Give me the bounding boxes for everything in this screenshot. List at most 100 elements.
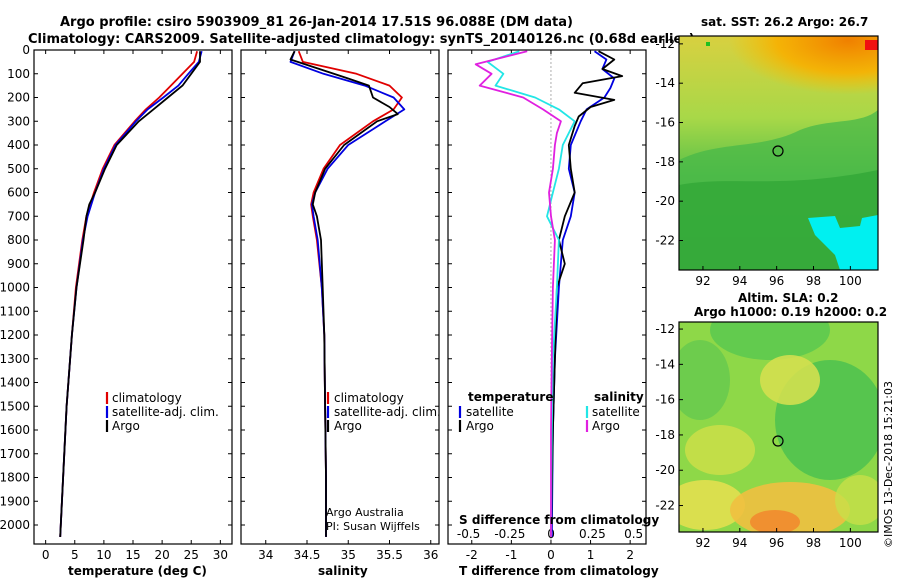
legend-salinity-heading: salinity xyxy=(594,390,644,404)
legend-satellite-adj: satellite-adj. clim. xyxy=(112,405,219,419)
series-line-climatology xyxy=(297,50,403,537)
depth-tick-label: 1000 xyxy=(0,281,30,295)
legend-argo: Argo xyxy=(334,419,362,433)
x-tick-label: 34 xyxy=(258,548,273,562)
difference-legend: temperature satellite Argo salinity sate… xyxy=(458,390,644,433)
depth-tick-label: 1700 xyxy=(0,447,30,461)
x-tick-label: 35.5 xyxy=(376,548,403,562)
tick-layer: 0100200300400500600700800900100011001200… xyxy=(0,43,646,562)
sla-yellow-blob xyxy=(760,355,820,405)
sst-map: sat. SST: 26.2 Argo: 26.7 92 94 96 98 100 -12… xyxy=(655,15,879,288)
depth-tick-label: 100 xyxy=(7,67,30,81)
map-x-tick-label: 98 xyxy=(806,536,821,550)
sla-map-field xyxy=(679,322,878,532)
depth-tick-label: 700 xyxy=(7,209,30,223)
sst-map-frame xyxy=(678,35,879,271)
depth-tick-label: 800 xyxy=(7,233,30,247)
depth-tick-label: 0 xyxy=(22,43,30,57)
depth-tick-label: 1800 xyxy=(0,471,30,485)
map-y-tick-label: -14 xyxy=(655,357,675,371)
map-x-tick-label: 100 xyxy=(839,274,862,288)
x-tick-label: 2 xyxy=(626,548,634,562)
map-y-tick-label: -12 xyxy=(655,322,675,336)
depth-tick-label: 1100 xyxy=(0,304,30,318)
depth-tick-label: 300 xyxy=(7,114,30,128)
sst-map-field xyxy=(679,36,878,270)
sst-map-title: sat. SST: 26.2 Argo: 26.7 xyxy=(701,15,868,29)
depth-tick-label: 400 xyxy=(7,138,30,152)
depth-tick-label: 1300 xyxy=(0,352,30,366)
map-x-tick-label: 98 xyxy=(806,274,821,288)
x-tick-label: 0 xyxy=(547,548,555,562)
x-tick-label: 35 xyxy=(341,548,356,562)
map-x-tick-label: 96 xyxy=(769,536,784,550)
map-y-tick-label: -16 xyxy=(655,393,675,407)
difference-xlabel: T difference from climatology xyxy=(459,564,659,578)
salinity-xlabel: salinity xyxy=(318,564,368,578)
sla-yellow-blob xyxy=(685,425,755,475)
depth-tick-label: 200 xyxy=(7,91,30,105)
map-y-tick-label: -12 xyxy=(655,37,675,51)
series-line-temperature-satellite xyxy=(550,50,616,537)
sla-map-title1: Altim. SLA: 0.2 xyxy=(738,291,839,305)
x-tick-label: 25 xyxy=(184,548,199,562)
x-tick-label: 10 xyxy=(96,548,111,562)
imos-timestamp: ©IMOS 13-Dec-2018 15:21:03 xyxy=(882,381,895,548)
sla-map-title2: Argo h1000: 0.19 h2000: 0.2 xyxy=(694,305,887,319)
salinity-legend: climatology satellite-adj. clim. Argo Ar… xyxy=(326,391,441,533)
sst-speck xyxy=(706,42,710,46)
series-line-salinity-argo xyxy=(474,50,562,537)
x-top-tick-label: -0.5 xyxy=(457,527,480,541)
depth-tick-label: 1900 xyxy=(0,494,30,508)
x-tick-label: 0 xyxy=(42,548,50,562)
depth-tick-label: 900 xyxy=(7,257,30,271)
x-tick-label: 20 xyxy=(154,548,169,562)
map-y-tick-label: -22 xyxy=(655,234,675,248)
difference-panel-frame xyxy=(447,49,647,545)
map-x-tick-label: 92 xyxy=(695,274,710,288)
map-y-tick-label: -20 xyxy=(655,194,675,208)
x-tick-label: 1 xyxy=(587,548,595,562)
temperature-xlabel: temperature (deg C) xyxy=(68,564,207,578)
sla-float-marker xyxy=(772,435,784,447)
legend-argo: Argo xyxy=(112,419,140,433)
depth-tick-label: 500 xyxy=(7,162,30,176)
x-tick-label: 34.5 xyxy=(294,548,321,562)
map-y-tick-label: -22 xyxy=(655,499,675,513)
x-top-tick-label: -0.25 xyxy=(494,527,525,541)
sla-map-frame xyxy=(678,321,879,533)
series-line-argo xyxy=(59,51,201,537)
map-x-tick-label: 94 xyxy=(732,536,747,550)
x-tick-label: -2 xyxy=(466,548,478,562)
sla-green-blob xyxy=(679,340,730,420)
depth-tick-label: 1400 xyxy=(0,376,30,390)
depth-tick-label: 1500 xyxy=(0,399,30,413)
map-x-tick-label: 96 xyxy=(769,274,784,288)
figure-title-line2: Climatology: CARS2009. Satellite-adjuste… xyxy=(28,32,695,47)
legend-temperature-heading: temperature xyxy=(468,390,553,404)
series-line-temperature-argo xyxy=(550,50,624,537)
legend-climatology: climatology xyxy=(334,391,404,405)
salinity-panel-frame xyxy=(240,49,440,545)
series-line-argo xyxy=(289,50,399,537)
map-x-tick-label: 92 xyxy=(695,536,710,550)
series-line-satellite-adj-clim xyxy=(59,50,203,537)
sst-cyan-region xyxy=(808,215,878,270)
series-line-salinity-satellite xyxy=(486,50,576,537)
legend-s-satellite: satellite xyxy=(592,405,640,419)
x-tick-label: 36 xyxy=(423,548,438,562)
x-tick-label: 30 xyxy=(213,548,228,562)
x-tick-label: -1 xyxy=(505,548,517,562)
series-line-satellite-adj-clim xyxy=(289,50,406,537)
credit-line1: Argo Australia xyxy=(326,506,404,519)
map-y-tick-label: -18 xyxy=(655,428,675,442)
depth-tick-label: 2000 xyxy=(0,518,30,532)
x-tick-label: 15 xyxy=(125,548,140,562)
sla-yellow-blob xyxy=(835,475,878,525)
sst-warm-region xyxy=(679,36,878,126)
map-y-tick-label: -20 xyxy=(655,463,675,477)
map-x-tick-label: 100 xyxy=(839,536,862,550)
sst-red-patch xyxy=(865,40,878,50)
map-y-tick-label: -14 xyxy=(655,76,675,90)
